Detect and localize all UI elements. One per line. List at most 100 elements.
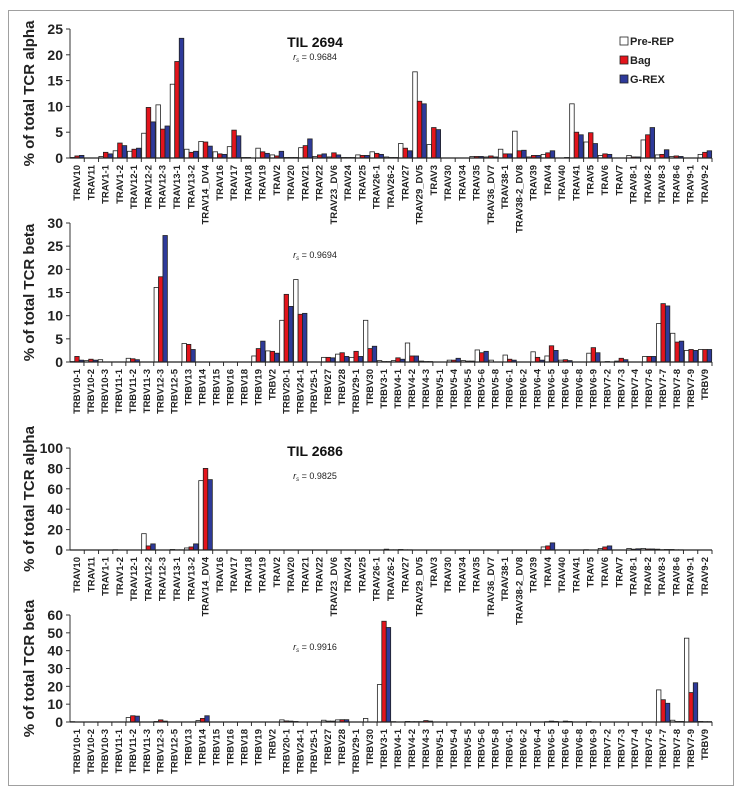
bar-prerep <box>181 343 187 363</box>
x-tick-label: TRBV6-4 <box>533 728 544 768</box>
bar-prerep <box>544 355 550 363</box>
bar-grex <box>649 127 655 159</box>
x-tick-label: TRBV12-5 <box>170 368 181 414</box>
bar-grex <box>307 138 313 159</box>
x-tick-label: TRAV16 <box>215 165 226 201</box>
bar-grex <box>706 349 713 363</box>
x-tick-label: TRAV2 <box>272 557 283 587</box>
x-tick-label: TRAV29_DV5 <box>415 556 426 616</box>
x-tick-label: TRBV11-2 <box>128 369 139 413</box>
bar-bag <box>660 699 666 723</box>
bar-bag <box>74 356 80 363</box>
x-tick-label: TRAV1-1 <box>101 164 112 204</box>
x-tick-label: TRBV6-5 <box>547 368 558 408</box>
x-tick-label: TRBV7-6 <box>644 369 655 409</box>
bar-bag <box>130 715 136 723</box>
x-tick-label: TRBV5-8 <box>491 369 502 409</box>
x-tick-label: TRAV29_DV5 <box>415 164 426 224</box>
x-tick-label: TRAV13-2 <box>186 557 197 601</box>
bar-prerep <box>349 356 355 363</box>
bar-grex <box>164 125 170 159</box>
x-tick-label: TRAV8-6 <box>671 165 682 204</box>
x-tick-label: TRAV8-3 <box>657 165 668 204</box>
y-tick-label: 60 <box>47 607 63 623</box>
x-tick-label: TRBV7-3 <box>616 369 627 409</box>
x-tick-label: TRAV21 <box>300 556 311 592</box>
x-tick-label: TRAV20 <box>286 165 297 201</box>
bar-prerep <box>398 143 404 159</box>
x-tick-label: TRBV6-8 <box>574 729 585 769</box>
bar-prerep <box>684 350 690 363</box>
legend-label: Bag <box>630 55 651 67</box>
x-tick-label: TRBV10-1 <box>72 368 83 414</box>
bar-grex <box>207 145 213 159</box>
x-tick-label: TRAV23_DV6 <box>329 165 340 225</box>
bar-bag <box>297 313 303 363</box>
y-axis-title: % of total TCR alpha <box>21 20 38 166</box>
bar-prerep <box>251 355 257 363</box>
x-tick-label: TRAV36_DV7 <box>486 557 497 617</box>
legend-swatch-grex <box>619 74 629 84</box>
x-tick-label: TRBV6-9 <box>588 729 599 769</box>
x-tick-label: TRBV7-3 <box>616 729 627 769</box>
x-tick-label: TRBV5-6 <box>477 369 488 409</box>
y-tick-label: 20 <box>47 522 63 538</box>
y-tick-label: 30 <box>47 661 63 677</box>
x-tick-label: TRBV27 <box>323 369 334 405</box>
x-tick-label: TRBV30 <box>365 729 376 765</box>
x-tick-label: TRBV7-6 <box>644 729 655 769</box>
y-tick-label: 25 <box>47 21 63 37</box>
x-tick-label: TRBV6-4 <box>533 368 544 408</box>
y-tick-label: 0 <box>55 150 63 166</box>
x-tick-label: TRBV28 <box>337 369 348 405</box>
y-tick-label: 50 <box>47 625 63 641</box>
x-tick-label: TRBV7-7 <box>658 729 669 769</box>
x-tick-label: TRBV3-1 <box>379 728 390 768</box>
y-axis-title: % of total TCR beta <box>21 599 38 737</box>
bar-bag <box>645 134 651 159</box>
x-tick-label: TRAV14_DV4 <box>201 164 212 224</box>
bar-prerep <box>293 279 299 363</box>
bar-bag <box>117 142 123 159</box>
bar-bag <box>374 152 380 159</box>
bar-prerep <box>298 147 304 159</box>
x-tick-label: TRBV15 <box>212 368 223 405</box>
y-tick-label: 0 <box>55 354 63 370</box>
x-tick-label: TRBV10-1 <box>72 728 83 774</box>
bar-bag <box>283 293 289 363</box>
bar-bag <box>188 151 194 159</box>
bar-grex <box>549 542 556 551</box>
x-tick-label: TRAV13-1 <box>172 164 183 209</box>
y-tick-label: 10 <box>47 98 63 114</box>
bar-prerep <box>474 349 480 363</box>
x-tick-label: TRAV17 <box>229 557 240 593</box>
x-tick-label: TRBV5-5 <box>463 368 474 408</box>
x-tick-label: TRAV8-1 <box>629 164 640 204</box>
x-tick-label: TRAV4 <box>543 556 554 587</box>
bar-grex <box>595 352 601 363</box>
y-tick-label: 25 <box>47 238 63 254</box>
x-tick-label: TRBV6-6 <box>560 369 571 409</box>
bar-prerep <box>184 148 190 159</box>
bar-prerep <box>212 151 218 159</box>
bar-bag <box>381 620 387 723</box>
y-tick-label: 15 <box>47 73 63 89</box>
x-tick-label: TRAV26-1 <box>372 556 383 601</box>
y-tick-label: 5 <box>55 124 63 140</box>
bar-prerep <box>670 332 676 363</box>
x-tick-label: TRAV3 <box>429 165 440 195</box>
bar-bag <box>202 141 209 159</box>
x-tick-label: TRBV27 <box>323 729 334 765</box>
x-tick-label: TRBV4-2 <box>407 729 418 769</box>
bar-bag <box>402 147 408 159</box>
x-tick-label: TRBV18 <box>239 729 250 765</box>
x-tick-label: TRBV7-4 <box>630 728 641 768</box>
bar-bag <box>545 152 551 159</box>
bar-bag <box>479 352 485 363</box>
bar-grex <box>413 355 419 363</box>
bar-grex <box>553 350 559 363</box>
bar-bag <box>688 349 694 363</box>
x-tick-label: TRAV30 <box>443 557 454 593</box>
y-tick-label: 5 <box>55 331 63 347</box>
